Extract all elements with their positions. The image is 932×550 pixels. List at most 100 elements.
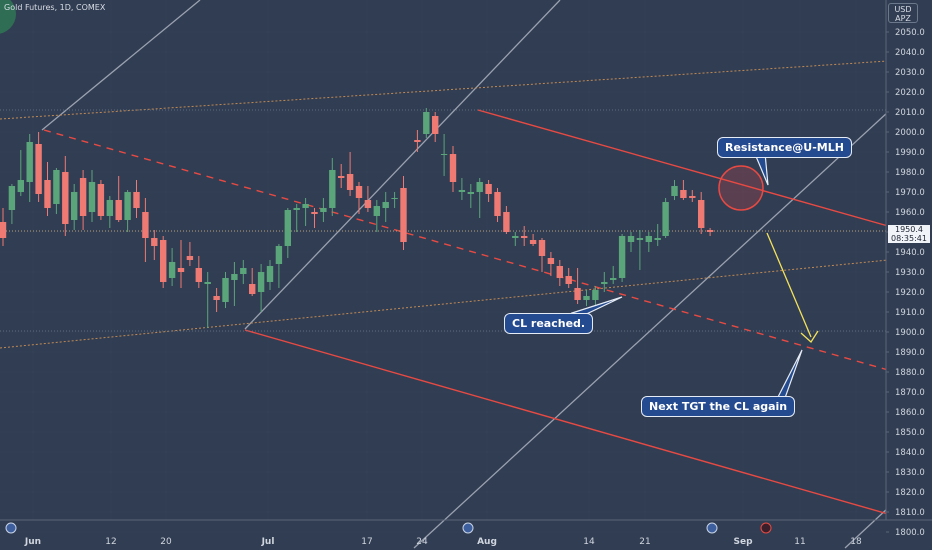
y-tick-label: 2020.0 <box>895 88 925 98</box>
candle-body <box>458 190 466 192</box>
y-tick-label: 1910.0 <box>895 308 925 318</box>
y-tick-label: 1840.0 <box>895 448 925 458</box>
candle-body <box>213 296 220 300</box>
event-icon-mid[interactable] <box>462 522 474 534</box>
currency-line-2: APZ <box>895 14 911 23</box>
candle-body <box>284 210 291 246</box>
x-tick-label: 11 <box>794 537 805 547</box>
upper-median-line[interactable] <box>477 109 889 227</box>
grid <box>0 0 886 532</box>
y-tick-label: 1970.0 <box>895 188 925 198</box>
projection-arrow[interactable] <box>766 232 819 343</box>
corner-circle[interactable] <box>0 0 16 34</box>
candle-body <box>547 258 555 264</box>
x-tick-label: 14 <box>583 537 595 547</box>
warning-line-lower[interactable] <box>0 259 889 349</box>
candle-body <box>151 238 158 246</box>
y-tick-label: 1990.0 <box>895 148 925 158</box>
candle-body <box>97 184 105 216</box>
candle-body <box>293 208 300 210</box>
x-tick-label: Jun <box>24 537 41 547</box>
candle-body <box>391 198 398 199</box>
candle-body <box>485 184 492 194</box>
x-tick-label: 20 <box>160 537 172 547</box>
candle-body <box>364 200 372 208</box>
candle-body <box>142 212 149 238</box>
currency-box[interactable]: USD APZ <box>888 3 918 23</box>
y-axis-panel[interactable] <box>886 0 932 550</box>
candle-body <box>538 240 546 256</box>
candle-body <box>601 282 608 284</box>
candle-body <box>373 206 380 216</box>
candle-body <box>177 268 185 272</box>
candle-body <box>512 236 519 238</box>
y-tick-label: 1870.0 <box>895 388 925 398</box>
candle-body <box>346 174 354 190</box>
median-line-right[interactable] <box>844 507 889 549</box>
candle-body <box>476 182 483 192</box>
median-line-upper[interactable] <box>244 0 561 330</box>
x-tick-label: Aug <box>477 537 497 547</box>
candle-body <box>680 190 687 198</box>
pitchfork-drawing[interactable] <box>0 0 889 549</box>
bottom-bar <box>5 522 772 534</box>
candle-body <box>106 200 113 216</box>
candle-body <box>160 240 167 282</box>
candle-body <box>53 170 60 204</box>
candle-body <box>204 282 211 284</box>
candle-body <box>503 212 510 232</box>
x-tick-label: 17 <box>361 537 372 547</box>
x-tick-label: Sep <box>733 537 753 547</box>
candle-body <box>35 144 42 194</box>
y-tick-label: 1800.0 <box>895 528 925 538</box>
currency-line-1: USD <box>894 5 912 14</box>
candle-body <box>62 172 69 224</box>
candle-body <box>565 276 572 284</box>
candle-body <box>249 284 256 294</box>
candle-body <box>186 256 194 260</box>
resistance-circle[interactable] <box>718 165 764 211</box>
candle-body <box>124 192 131 220</box>
median-line-lower[interactable] <box>413 111 889 549</box>
event-icon-left[interactable] <box>5 522 17 534</box>
y-tick-label: 1900.0 <box>895 328 925 338</box>
next-target-callout-tail <box>777 349 803 399</box>
candle-body <box>302 204 309 208</box>
candle-body <box>8 186 16 210</box>
resistance-callout[interactable]: Resistance@U-MLH <box>717 137 852 158</box>
candle-body <box>329 170 336 208</box>
x-tick-label: Jul <box>261 537 275 547</box>
candle-body <box>382 202 389 208</box>
candle-body <box>529 240 537 244</box>
candle-body <box>414 140 421 142</box>
candle-body <box>671 186 678 196</box>
cl-reached-callout[interactable]: CL reached. <box>504 313 594 334</box>
candle-body <box>654 238 661 240</box>
event-icon-right[interactable] <box>706 522 718 534</box>
candle-body <box>320 208 327 212</box>
median-line[interactable] <box>41 0 201 131</box>
last-price-value: 1950.4 <box>895 225 923 234</box>
next-target-callout[interactable]: Next TGT the CL again <box>641 396 796 417</box>
candle-body <box>195 268 202 282</box>
candle-body <box>133 192 140 208</box>
lower-median-line[interactable] <box>244 329 889 515</box>
dividend-icon[interactable] <box>760 522 772 534</box>
y-tick-label: 2000.0 <box>895 128 925 138</box>
y-tick-label: 1930.0 <box>895 268 925 278</box>
candle-body <box>423 112 430 134</box>
candles <box>0 108 714 328</box>
countdown-timer: 08:35:41 <box>891 234 927 243</box>
warning-line-upper[interactable] <box>0 60 889 120</box>
candle-body <box>88 182 96 212</box>
candle-body <box>449 154 457 182</box>
candle-body <box>706 230 714 232</box>
centre-line[interactable] <box>43 129 889 371</box>
x-tick-label: 24 <box>416 537 428 547</box>
candle-body <box>257 272 265 292</box>
candle-body <box>17 180 24 192</box>
candle-body <box>240 268 247 274</box>
